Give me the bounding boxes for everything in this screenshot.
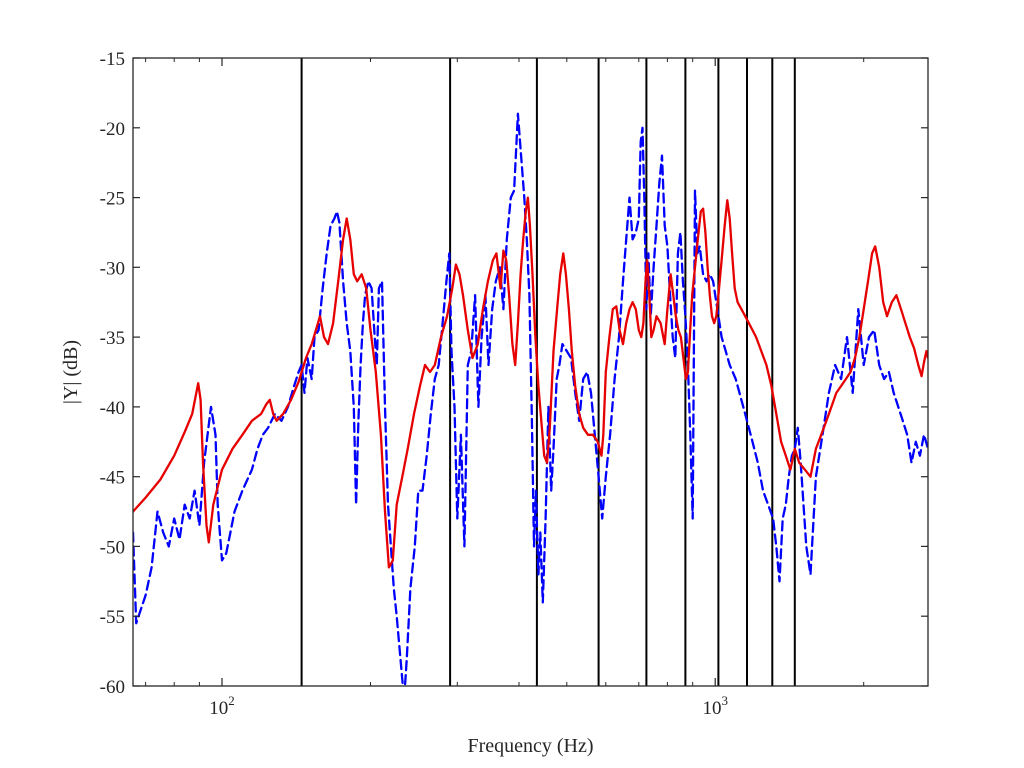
y-tick-label: -60 <box>100 677 125 698</box>
y-tick-label: -45 <box>100 468 125 489</box>
series-line-dashed-blue <box>133 112 928 686</box>
y-tick-label: -25 <box>100 189 125 210</box>
x-tick-base: 10 <box>702 698 721 719</box>
series-layer <box>133 112 928 686</box>
x-tick-label: 102 <box>209 693 235 719</box>
y-tick-label: -40 <box>100 398 125 419</box>
y-tick-label: -20 <box>100 119 125 140</box>
y-axis-label: |Y| (dB) <box>60 340 82 404</box>
x-tick-label: 103 <box>702 693 728 719</box>
y-tick-label: -35 <box>100 328 125 349</box>
y-axis: -15 -20 -25 -30 -35 -40 -45 -50 -55 -60 <box>100 49 928 698</box>
y-tick-label: -50 <box>100 537 125 558</box>
x-tick-base: 10 <box>209 698 228 719</box>
x-axis-label: Frequency (Hz) <box>467 735 593 757</box>
series-line-solid-red <box>133 196 928 569</box>
y-tick-label: -15 <box>100 49 125 70</box>
x-tick-exponent: 3 <box>721 693 728 708</box>
y-tick-label: -55 <box>100 607 125 628</box>
axes-box <box>132 57 929 687</box>
y-tick-label: -30 <box>100 258 125 279</box>
x-tick-exponent: 2 <box>228 693 235 708</box>
x-axis: 102 103 <box>145 58 865 719</box>
